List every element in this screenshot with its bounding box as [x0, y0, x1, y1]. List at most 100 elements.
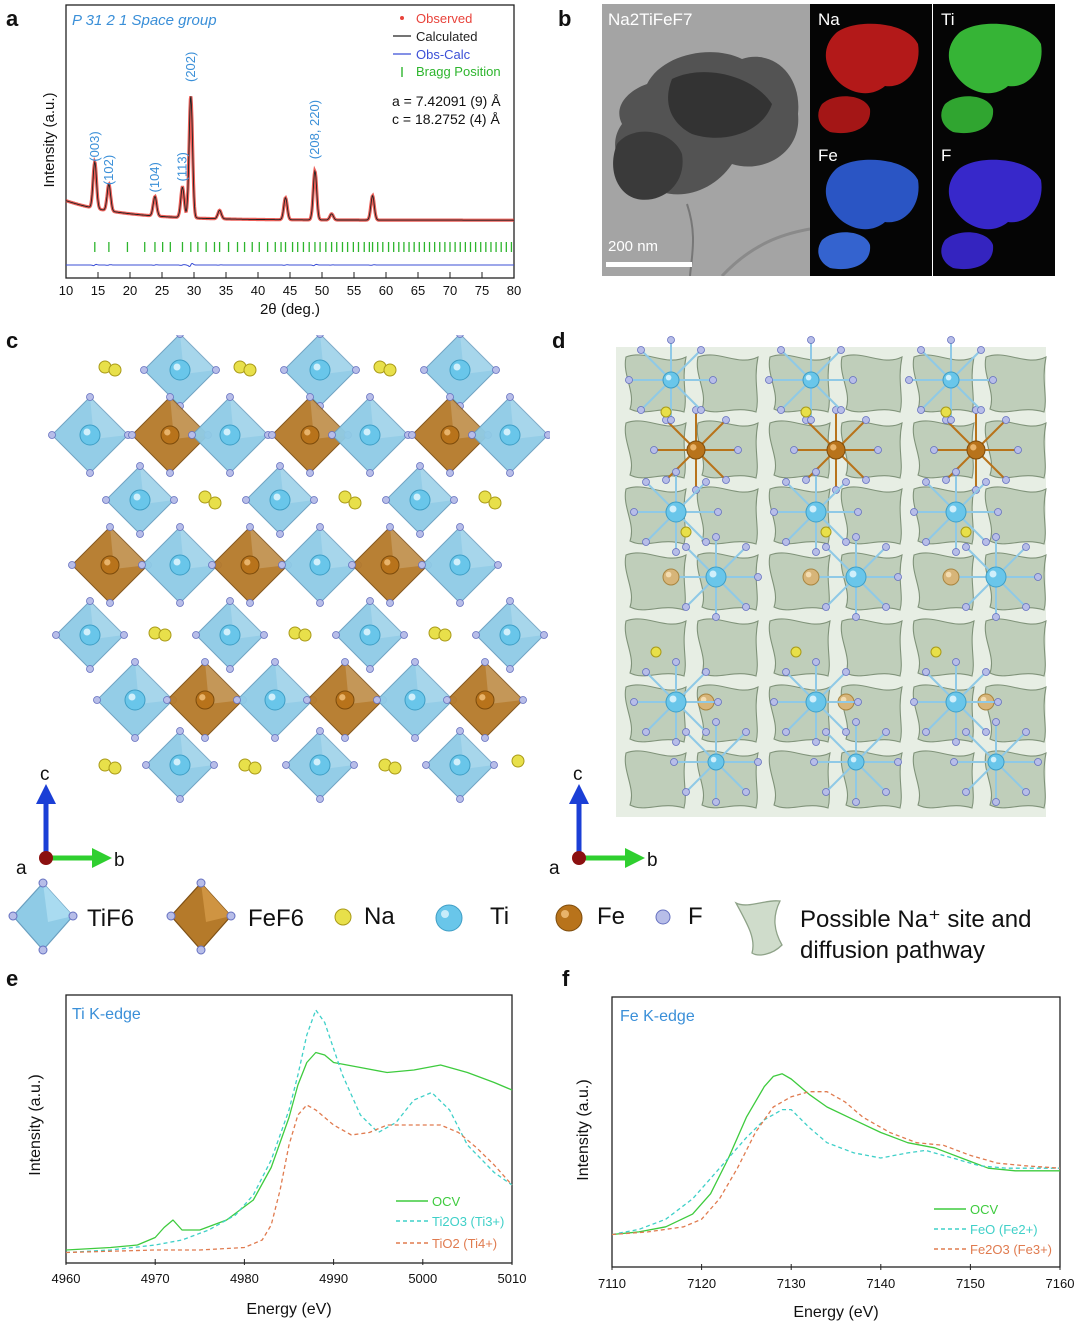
f-atom: [630, 508, 638, 516]
atom-highlight: [244, 559, 251, 566]
atom-highlight: [173, 363, 181, 371]
na-atom: [208, 496, 222, 510]
ti-title: Ti K-edge: [72, 1006, 141, 1023]
f-atom: [982, 478, 990, 486]
f-atom: [917, 406, 925, 414]
atom-highlight: [413, 493, 421, 501]
f-atom: [947, 336, 955, 344]
f-atom: [456, 335, 464, 338]
atom-highlight: [690, 444, 697, 451]
f-atom: [917, 346, 925, 354]
atom-highlight: [970, 444, 977, 451]
f-atom: [810, 758, 818, 766]
f-atom: [637, 406, 645, 414]
f-atom: [982, 538, 990, 546]
f-atom: [400, 631, 408, 639]
diffusion-surface: [984, 552, 1047, 611]
diffusion-surface: [984, 618, 1047, 677]
diffusion-surface: [696, 552, 759, 611]
f-atom: [882, 728, 890, 736]
f-atom: [882, 603, 890, 611]
na-atom: [790, 646, 802, 658]
octahedron-face: [370, 397, 408, 439]
f-atom: [506, 665, 514, 673]
f-atom: [842, 668, 850, 676]
f-atom: [962, 543, 970, 551]
atom-highlight: [313, 363, 321, 371]
atom-highlight: [268, 693, 276, 701]
f-atom: [994, 698, 1002, 706]
peak-label: (208, 220): [307, 100, 322, 159]
fe-y-label: Intensity (a.u.): [575, 1079, 592, 1180]
f-atom: [770, 508, 778, 516]
f-atom: [456, 727, 464, 735]
scale-bar: [606, 262, 692, 267]
octahedron-face: [460, 335, 496, 374]
f-atom: [106, 523, 114, 531]
f-atom: [170, 496, 178, 504]
f-atom: [894, 758, 902, 766]
atom-highlight: [665, 374, 672, 381]
na-atom: [478, 490, 492, 504]
f-atom: [450, 496, 458, 504]
atom: [129, 489, 151, 511]
diffusion-surface: [696, 618, 759, 677]
f-atom: [201, 658, 209, 666]
atom-highlight: [453, 758, 461, 766]
panel-letter-a: a: [6, 6, 19, 31]
f-atom: [977, 346, 985, 354]
atom: [985, 566, 1007, 588]
f-atom: [306, 469, 314, 477]
panel-letter-d: d: [552, 328, 566, 353]
atom-highlight: [479, 694, 486, 701]
xrd-tick-label: 15: [91, 283, 105, 298]
xrd-legend: Observed Calculated Obs-Calc Bragg Posit…: [393, 11, 501, 79]
f-atom: [1002, 416, 1010, 424]
diffusion-surface: [624, 750, 687, 809]
f-atom: [268, 431, 276, 439]
legend-na: Na: [364, 903, 395, 930]
atom-highlight: [408, 693, 416, 701]
eds-label-ti: Ti: [941, 10, 955, 29]
f-atom: [411, 734, 419, 742]
f-atom: [977, 406, 985, 414]
f-atom: [316, 795, 324, 803]
atom: [475, 690, 495, 710]
diffusion-surface: [912, 750, 975, 809]
f-atom: [519, 696, 527, 704]
f-atom: [922, 538, 930, 546]
f-atom: [702, 538, 710, 546]
f-atom: [812, 738, 820, 746]
axis-b-label: b: [114, 850, 125, 871]
f-atom: [140, 366, 148, 374]
f-atom: [260, 631, 268, 639]
atom-highlight: [313, 758, 321, 766]
atom-highlight: [83, 428, 91, 436]
xanes-series-line: [65, 1051, 513, 1251]
octahedron-face: [135, 662, 173, 704]
f-atom: [416, 462, 424, 470]
f-atom: [366, 393, 374, 401]
atom: [665, 691, 687, 713]
atom-highlight: [164, 429, 171, 436]
octahedron-face: [415, 662, 453, 704]
atom: [945, 501, 967, 523]
atom-highlight: [223, 428, 231, 436]
f-atom: [490, 761, 498, 769]
na-atom: [248, 761, 262, 775]
f-atom: [812, 658, 820, 666]
xanes-series-line: [65, 1104, 513, 1254]
f-atom: [842, 728, 850, 736]
na-atom: [158, 628, 172, 642]
f-atom: [386, 523, 394, 531]
f-atom: [672, 468, 680, 476]
atom: [802, 371, 820, 389]
f-atom: [672, 658, 680, 666]
f-atom: [754, 758, 762, 766]
f-atom: [481, 734, 489, 742]
atom: [987, 753, 1005, 771]
f-legend-icon: [655, 909, 671, 925]
diffusion-surface: [912, 552, 975, 611]
fe-legend-feo-label: FeO (Fe2+): [970, 1222, 1038, 1237]
atom: [942, 371, 960, 389]
